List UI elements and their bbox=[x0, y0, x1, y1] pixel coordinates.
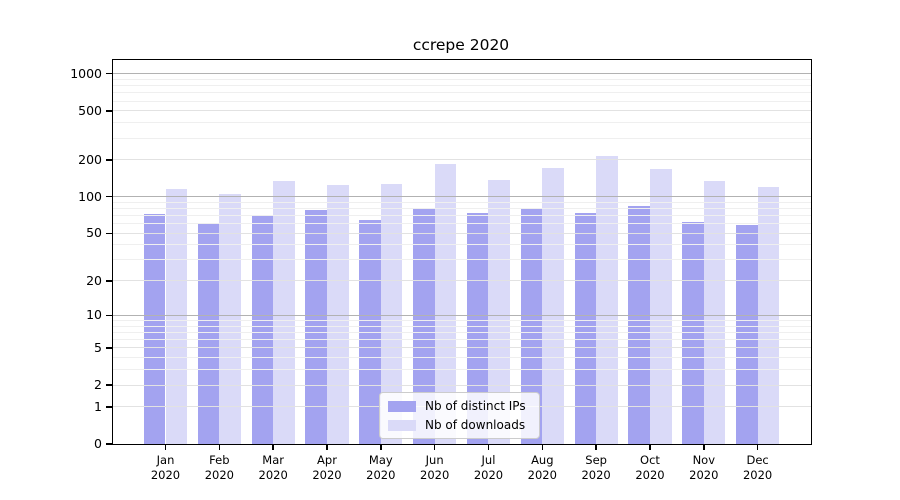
x-tick-jun bbox=[433, 444, 436, 450]
x-tick-feb bbox=[218, 444, 221, 450]
legend-item-distinct-ips: Nb of distinct IPs bbox=[388, 399, 526, 413]
y-tick-100 bbox=[106, 195, 113, 198]
y-tick-500 bbox=[106, 110, 113, 112]
x-tick-aug bbox=[541, 444, 544, 450]
x-tick-label-oct: Oct 2020 bbox=[635, 453, 665, 482]
bar-downloads-mar bbox=[273, 180, 295, 444]
bar-downloads-aug bbox=[542, 167, 564, 444]
x-tick-label-feb: Feb 2020 bbox=[204, 453, 234, 482]
y-tick-5 bbox=[106, 347, 113, 349]
y-tick-label-100: 100 bbox=[78, 188, 102, 204]
bar-downloads-nov bbox=[703, 180, 726, 444]
bars-layer bbox=[113, 60, 811, 444]
x-tick-mar bbox=[272, 444, 274, 450]
bar-distinct-ips-dec bbox=[736, 224, 758, 444]
y-tick-2 bbox=[106, 384, 113, 386]
x-tick-label-jul: Jul 2020 bbox=[473, 453, 504, 482]
y-tick-label-10: 10 bbox=[86, 307, 102, 323]
bar-downloads-dec bbox=[757, 186, 780, 444]
y-tick-label-500: 500 bbox=[78, 102, 102, 118]
bar-downloads-may bbox=[380, 183, 403, 444]
x-tick-label-jan: Jan 2020 bbox=[150, 453, 181, 482]
legend: Nb of distinct IPs Nb of downloads bbox=[379, 392, 540, 439]
x-tick-label-aug: Aug 2020 bbox=[527, 453, 557, 482]
chart-title: ccrepe 2020 bbox=[412, 36, 510, 54]
y-tick-200 bbox=[106, 159, 113, 161]
y-tick-label-20: 20 bbox=[86, 272, 102, 288]
x-tick-label-nov: Nov 2020 bbox=[689, 453, 719, 482]
bar-distinct-ips-jan bbox=[143, 214, 166, 444]
bar-distinct-ips-oct bbox=[628, 205, 650, 444]
plot-area: Nb of distinct IPs Nb of downloads bbox=[113, 60, 811, 444]
y-tick-1 bbox=[106, 406, 113, 408]
bar-downloads-oct bbox=[649, 168, 672, 444]
x-tick-jul bbox=[487, 444, 490, 450]
y-tick-20 bbox=[106, 280, 113, 282]
x-tick-label-dec: Dec 2020 bbox=[742, 453, 773, 482]
bar-downloads-sep bbox=[596, 156, 618, 444]
legend-swatch-downloads bbox=[388, 419, 416, 431]
bar-distinct-ips-mar bbox=[251, 214, 274, 444]
x-tick-label-apr: Apr 2020 bbox=[312, 453, 342, 482]
x-tick-nov bbox=[703, 444, 705, 450]
legend-label-downloads: Nb of downloads bbox=[425, 418, 526, 432]
y-tick-label-2: 2 bbox=[94, 377, 102, 393]
x-tick-sep bbox=[595, 444, 597, 450]
y-tick-label-0: 0 bbox=[94, 436, 102, 451]
y-tick-1000 bbox=[106, 72, 113, 75]
y-tick-label-50: 50 bbox=[86, 225, 102, 241]
bar-distinct-ips-feb bbox=[197, 222, 220, 444]
bar-distinct-ips-sep bbox=[574, 213, 597, 444]
x-tick-may bbox=[380, 444, 382, 450]
legend-label-distinct-ips: Nb of distinct IPs bbox=[425, 399, 526, 413]
x-tick-label-mar: Mar 2020 bbox=[258, 453, 288, 482]
y-tick-label-5: 5 bbox=[94, 339, 102, 355]
x-tick-oct bbox=[649, 444, 651, 450]
legend-swatch-distinct-ips bbox=[388, 400, 416, 412]
x-tick-dec bbox=[756, 444, 759, 450]
bar-distinct-ips-apr bbox=[305, 209, 327, 444]
bar-downloads-apr bbox=[326, 184, 349, 444]
legend-item-downloads: Nb of downloads bbox=[388, 418, 526, 432]
bar-downloads-jul bbox=[488, 179, 511, 444]
bar-distinct-ips-may bbox=[359, 220, 381, 444]
y-tick-50 bbox=[106, 232, 113, 235]
bar-distinct-ips-jul bbox=[466, 213, 489, 444]
y-tick-10 bbox=[106, 314, 113, 317]
y-tick-label-1: 1 bbox=[94, 398, 102, 414]
y-tick-label-200: 200 bbox=[78, 151, 102, 167]
y-tick-label-1000: 1000 bbox=[70, 65, 102, 81]
x-tick-label-jun: Jun 2020 bbox=[420, 453, 450, 482]
x-tick-label-sep: Sep 2020 bbox=[581, 453, 611, 482]
x-tick-jan bbox=[164, 444, 167, 450]
bar-downloads-jan bbox=[165, 189, 188, 444]
x-tick-apr bbox=[326, 444, 328, 450]
bar-downloads-feb bbox=[219, 194, 241, 444]
bar-distinct-ips-nov bbox=[682, 221, 704, 444]
x-tick-label-may: May 2020 bbox=[366, 453, 396, 482]
y-tick-0 bbox=[106, 443, 113, 445]
